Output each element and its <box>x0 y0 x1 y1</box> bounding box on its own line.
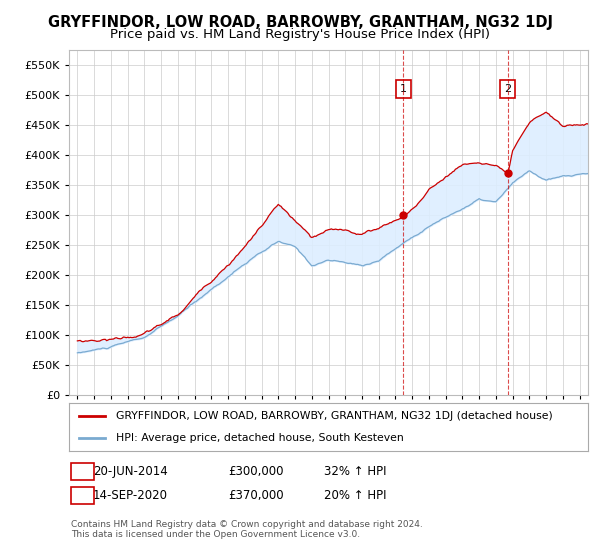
Text: 20% ↑ HPI: 20% ↑ HPI <box>324 489 386 502</box>
Text: 2: 2 <box>79 489 86 502</box>
Text: 14-SEP-2020: 14-SEP-2020 <box>93 489 168 502</box>
Text: 32% ↑ HPI: 32% ↑ HPI <box>324 465 386 478</box>
Text: 20-JUN-2014: 20-JUN-2014 <box>93 465 168 478</box>
Text: £370,000: £370,000 <box>228 489 284 502</box>
Text: 1: 1 <box>79 465 86 478</box>
Text: GRYFFINDOR, LOW ROAD, BARROWBY, GRANTHAM, NG32 1DJ (detached house): GRYFFINDOR, LOW ROAD, BARROWBY, GRANTHAM… <box>116 411 553 421</box>
Text: HPI: Average price, detached house, South Kesteven: HPI: Average price, detached house, Sout… <box>116 433 403 443</box>
Text: £300,000: £300,000 <box>228 465 284 478</box>
Text: Price paid vs. HM Land Registry's House Price Index (HPI): Price paid vs. HM Land Registry's House … <box>110 28 490 41</box>
Text: Contains HM Land Registry data © Crown copyright and database right 2024.
This d: Contains HM Land Registry data © Crown c… <box>71 520 422 539</box>
Text: 2: 2 <box>504 85 511 94</box>
FancyBboxPatch shape <box>71 463 94 480</box>
Text: GRYFFINDOR, LOW ROAD, BARROWBY, GRANTHAM, NG32 1DJ: GRYFFINDOR, LOW ROAD, BARROWBY, GRANTHAM… <box>47 15 553 30</box>
FancyBboxPatch shape <box>71 487 94 504</box>
Text: 1: 1 <box>400 85 407 94</box>
